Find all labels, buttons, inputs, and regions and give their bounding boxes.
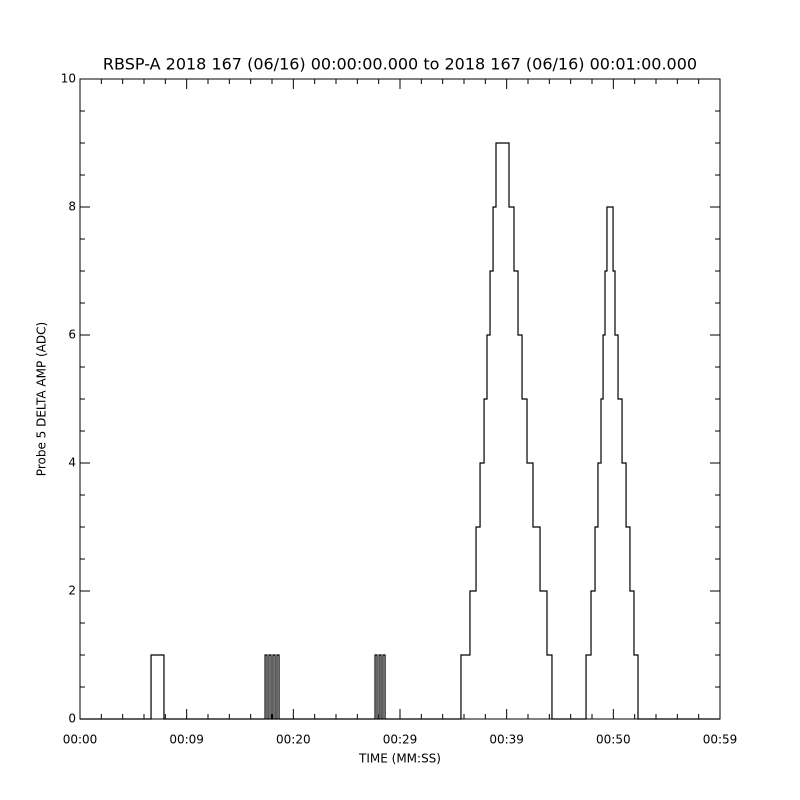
- y-tick-label: 6: [68, 328, 76, 342]
- x-tick-label: 00:39: [489, 733, 524, 747]
- x-tick-label: 00:20: [276, 733, 311, 747]
- y-tick-label: 10: [61, 72, 76, 86]
- x-tick-label: 00:09: [169, 733, 204, 747]
- chart-title: RBSP-A 2018 167 (06/16) 00:00:00.000 to …: [103, 55, 697, 74]
- data-line: [80, 142, 720, 720]
- x-tick-label: 00:50: [596, 733, 631, 747]
- y-tick-label: 2: [68, 584, 76, 598]
- x-tick-label: 00:00: [63, 733, 98, 747]
- y-tick-label: 0: [68, 712, 76, 726]
- x-axis-label: TIME (MM:SS): [358, 752, 441, 766]
- x-tick-label: 00:59: [703, 733, 738, 747]
- y-tick-label: 4: [68, 456, 76, 470]
- x-tick-label: 00:29: [383, 733, 418, 747]
- y-axis-label: Probe 5 DELTA AMP (ADC): [35, 322, 49, 476]
- y-tick-label: 8: [68, 200, 76, 214]
